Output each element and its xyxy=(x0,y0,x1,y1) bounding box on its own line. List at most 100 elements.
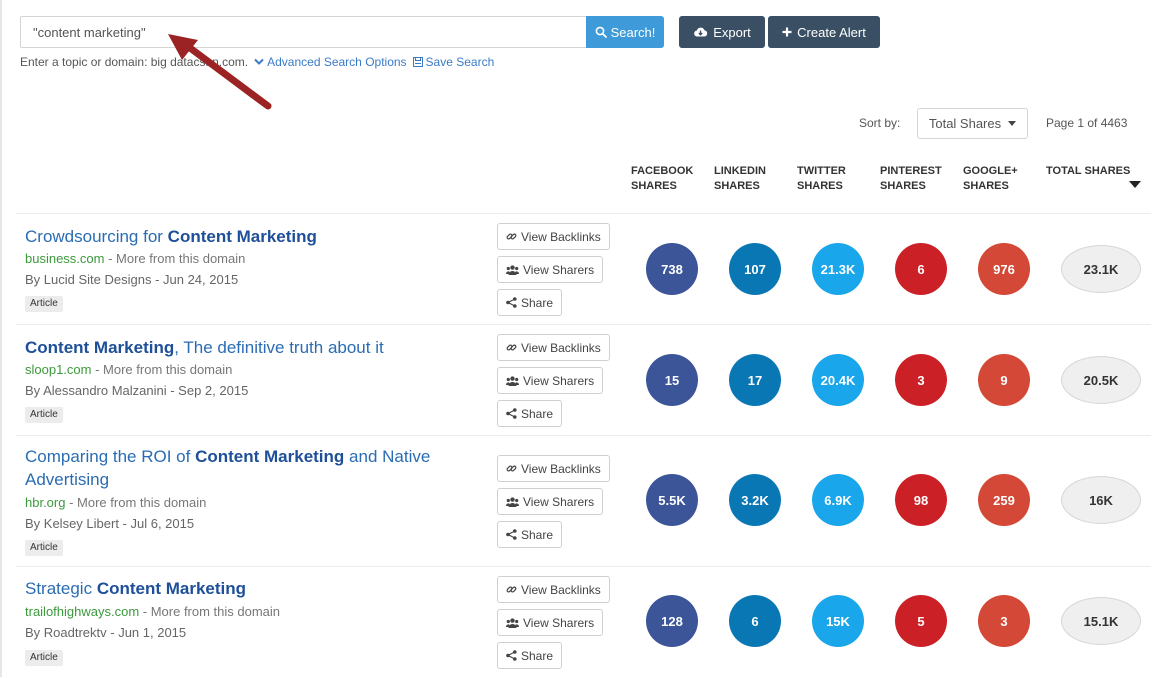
googleplus-shares-count: 3 xyxy=(978,595,1030,647)
col-facebook-shares[interactable]: FACEBOOK SHARES xyxy=(631,165,694,192)
helper-text: Enter a topic or domain: big datacsnn.co… xyxy=(20,55,249,69)
title-text: Comparing the ROI of xyxy=(25,447,196,466)
linkedin-shares-count: 107 xyxy=(729,243,781,295)
view-backlinks-button[interactable]: View Backlinks xyxy=(497,334,610,361)
advanced-search-label: Advanced Search Options xyxy=(267,55,407,69)
pinterest-shares-count: 5 xyxy=(895,595,947,647)
result-row: Content Marketing, The definitive truth … xyxy=(16,324,1151,436)
save-icon xyxy=(412,57,423,67)
result-domain[interactable]: trailofhighways.com xyxy=(25,604,140,619)
view-backlinks-button[interactable]: View Backlinks xyxy=(497,576,610,603)
twitter-shares-count: 6.9K xyxy=(812,474,864,526)
result-row: Comparing the ROI of Content Marketing a… xyxy=(16,435,1151,567)
twitter-shares-count: 15K xyxy=(812,595,864,647)
share-button[interactable]: Share xyxy=(497,642,563,669)
annotation-arrow-icon xyxy=(168,34,272,110)
share-label: Share xyxy=(521,648,554,663)
result-domain[interactable]: hbr.org xyxy=(25,495,66,510)
share-button[interactable]: Share xyxy=(497,289,563,316)
facebook-shares-count: 128 xyxy=(646,595,698,647)
view-sharers-button[interactable]: View Sharers xyxy=(497,609,604,636)
result-title[interactable]: Crowdsourcing for Content Marketing xyxy=(25,225,475,248)
total-shares-count: 16K xyxy=(1061,476,1141,524)
title-text: Strategic xyxy=(25,579,97,598)
domain-line: hbr.org - More from this domain xyxy=(25,495,206,510)
view-backlinks-label: View Backlinks xyxy=(521,582,601,597)
view-sharers-button[interactable]: View Sharers xyxy=(497,488,604,515)
view-backlinks-label: View Backlinks xyxy=(521,229,601,244)
col-pinterest-shares[interactable]: PINTEREST SHARES xyxy=(880,165,942,192)
domain-line: business.com - More from this domain xyxy=(25,251,245,266)
col-total-shares[interactable]: TOTAL SHARES xyxy=(1046,165,1131,177)
title-text: and Native Advertising xyxy=(25,447,431,489)
view-sharers-label: View Sharers xyxy=(523,373,595,388)
view-sharers-button[interactable]: View Sharers xyxy=(497,256,604,283)
advanced-search-link[interactable]: Advanced Search Options xyxy=(254,55,407,69)
left-border xyxy=(0,0,2,677)
sort-descending-icon xyxy=(1129,181,1141,188)
search-button[interactable]: Search! xyxy=(586,16,664,48)
users-icon xyxy=(506,617,519,628)
save-search-link[interactable]: Save Search xyxy=(412,55,495,69)
col-googleplus-shares[interactable]: GOOGLE+ SHARES xyxy=(963,165,1018,192)
share-label: Share xyxy=(521,295,554,310)
more-from-domain-link[interactable]: - More from this domain xyxy=(91,362,233,377)
col-twitter-shares[interactable]: TWITTER SHARES xyxy=(797,165,846,192)
view-backlinks-button[interactable]: View Backlinks xyxy=(497,455,610,482)
result-author: By Alessandro Malzanini - Sep 2, 2015 xyxy=(25,383,249,398)
page-info: Page 1 of 4463 xyxy=(1046,116,1128,130)
share-label: Share xyxy=(521,527,554,542)
col-linkedin-shares[interactable]: LINKEDIN SHARES xyxy=(714,165,766,192)
more-from-domain-link[interactable]: - More from this domain xyxy=(139,604,281,619)
view-sharers-label: View Sharers xyxy=(523,262,595,277)
share-button[interactable]: Share xyxy=(497,400,563,427)
view-backlinks-label: View Backlinks xyxy=(521,461,601,476)
total-shares-count: 23.1K xyxy=(1061,245,1141,293)
title-keyword: Content Marketing xyxy=(25,338,175,357)
result-domain[interactable]: sloop1.com xyxy=(25,362,92,377)
caret-down-icon xyxy=(1008,121,1017,126)
export-button[interactable]: Export xyxy=(679,16,765,48)
facebook-shares-count: 738 xyxy=(646,243,698,295)
pinterest-shares-count: 6 xyxy=(895,243,947,295)
create-alert-label: Create Alert xyxy=(797,24,866,40)
users-icon xyxy=(506,496,519,507)
googleplus-shares-count: 976 xyxy=(978,243,1030,295)
save-search-label: Save Search xyxy=(425,55,495,69)
content-type-badge: Article xyxy=(25,407,63,423)
title-text: , The definitive truth about it xyxy=(174,338,384,357)
result-title[interactable]: Comparing the ROI of Content Marketing a… xyxy=(25,445,455,491)
view-sharers-button[interactable]: View Sharers xyxy=(497,367,604,394)
sort-label: Sort by: xyxy=(859,116,901,130)
domain-line: sloop1.com - More from this domain xyxy=(25,362,232,377)
cloud-download-icon xyxy=(693,26,708,38)
googleplus-shares-count: 9 xyxy=(978,354,1030,406)
view-backlinks-button[interactable]: View Backlinks xyxy=(497,223,610,250)
share-icon xyxy=(506,408,517,419)
share-button[interactable]: Share xyxy=(497,521,563,548)
twitter-shares-count: 20.4K xyxy=(812,354,864,406)
link-icon xyxy=(506,463,517,474)
content-type-badge: Article xyxy=(25,650,63,666)
title-keyword: Content Marketing xyxy=(195,447,345,466)
linkedin-shares-count: 3.2K xyxy=(729,474,781,526)
result-author: By Kelsey Libert - Jul 6, 2015 xyxy=(25,516,195,531)
search-icon xyxy=(595,26,607,38)
link-icon xyxy=(506,231,517,242)
title-keyword: Content Marketing xyxy=(96,579,247,598)
result-author: By Roadtrektv - Jun 1, 2015 xyxy=(25,625,187,640)
link-icon xyxy=(506,584,517,595)
more-from-domain-link[interactable]: - More from this domain xyxy=(104,251,246,266)
create-alert-button[interactable]: Create Alert xyxy=(768,16,880,48)
share-label: Share xyxy=(521,406,554,421)
result-title[interactable]: Content Marketing, The definitive truth … xyxy=(25,336,475,359)
search-input[interactable] xyxy=(20,16,586,48)
sort-dropdown[interactable]: Total Shares xyxy=(917,108,1028,139)
share-icon xyxy=(506,650,517,661)
twitter-shares-count: 21.3K xyxy=(812,243,864,295)
result-title[interactable]: Strategic Content Marketing xyxy=(25,577,475,600)
more-from-domain-link[interactable]: - More from this domain xyxy=(65,495,207,510)
result-domain[interactable]: business.com xyxy=(25,251,105,266)
plus-icon xyxy=(782,27,792,37)
users-icon xyxy=(506,264,519,275)
